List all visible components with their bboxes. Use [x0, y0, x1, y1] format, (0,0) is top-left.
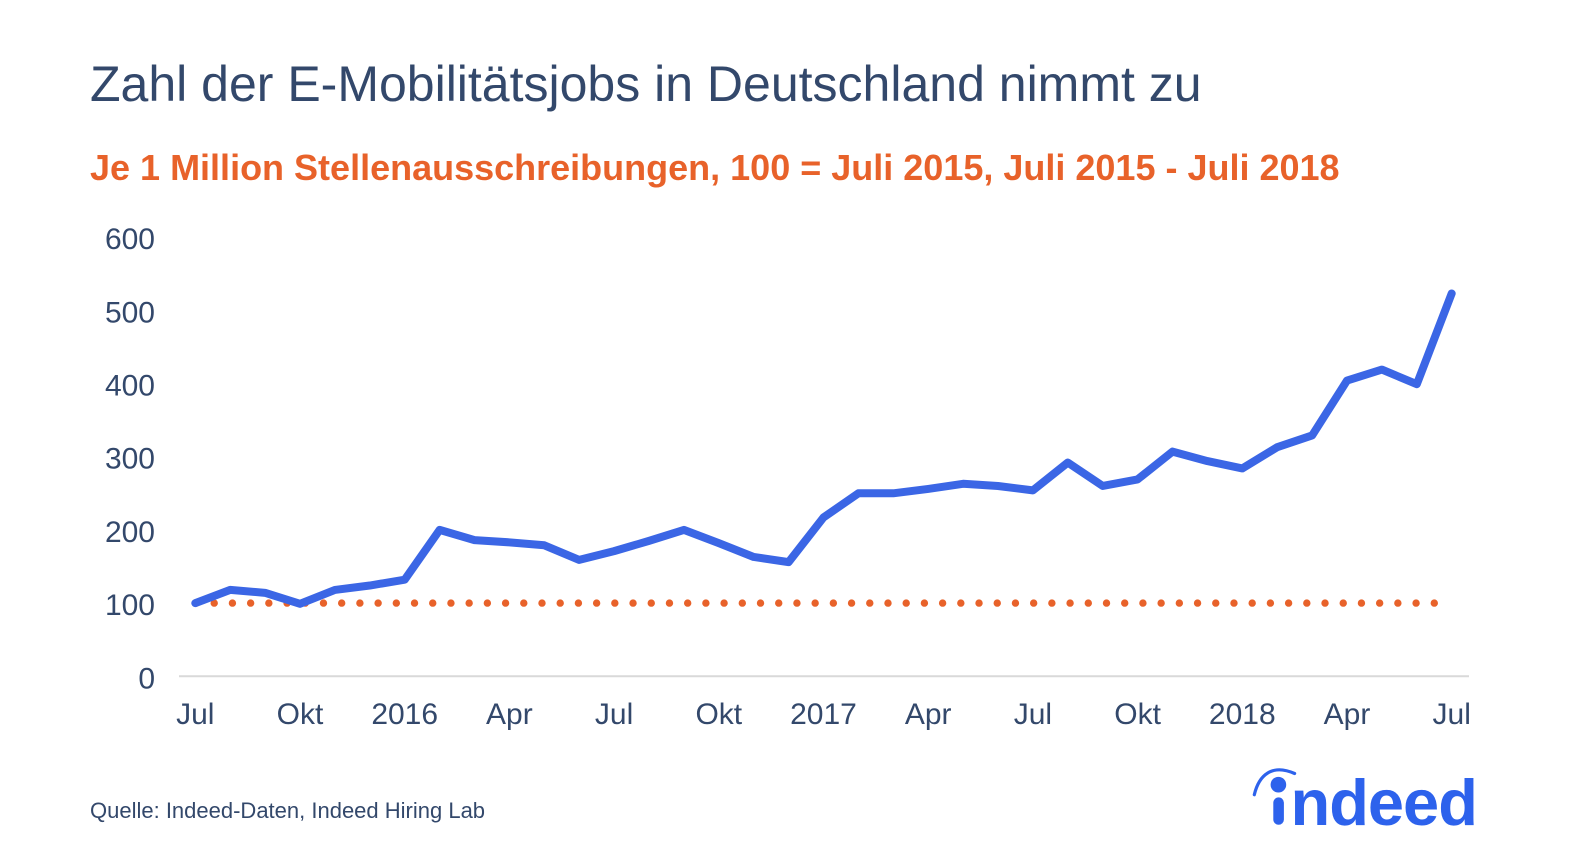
svg-text:ndeed: ndeed — [1291, 766, 1477, 839]
